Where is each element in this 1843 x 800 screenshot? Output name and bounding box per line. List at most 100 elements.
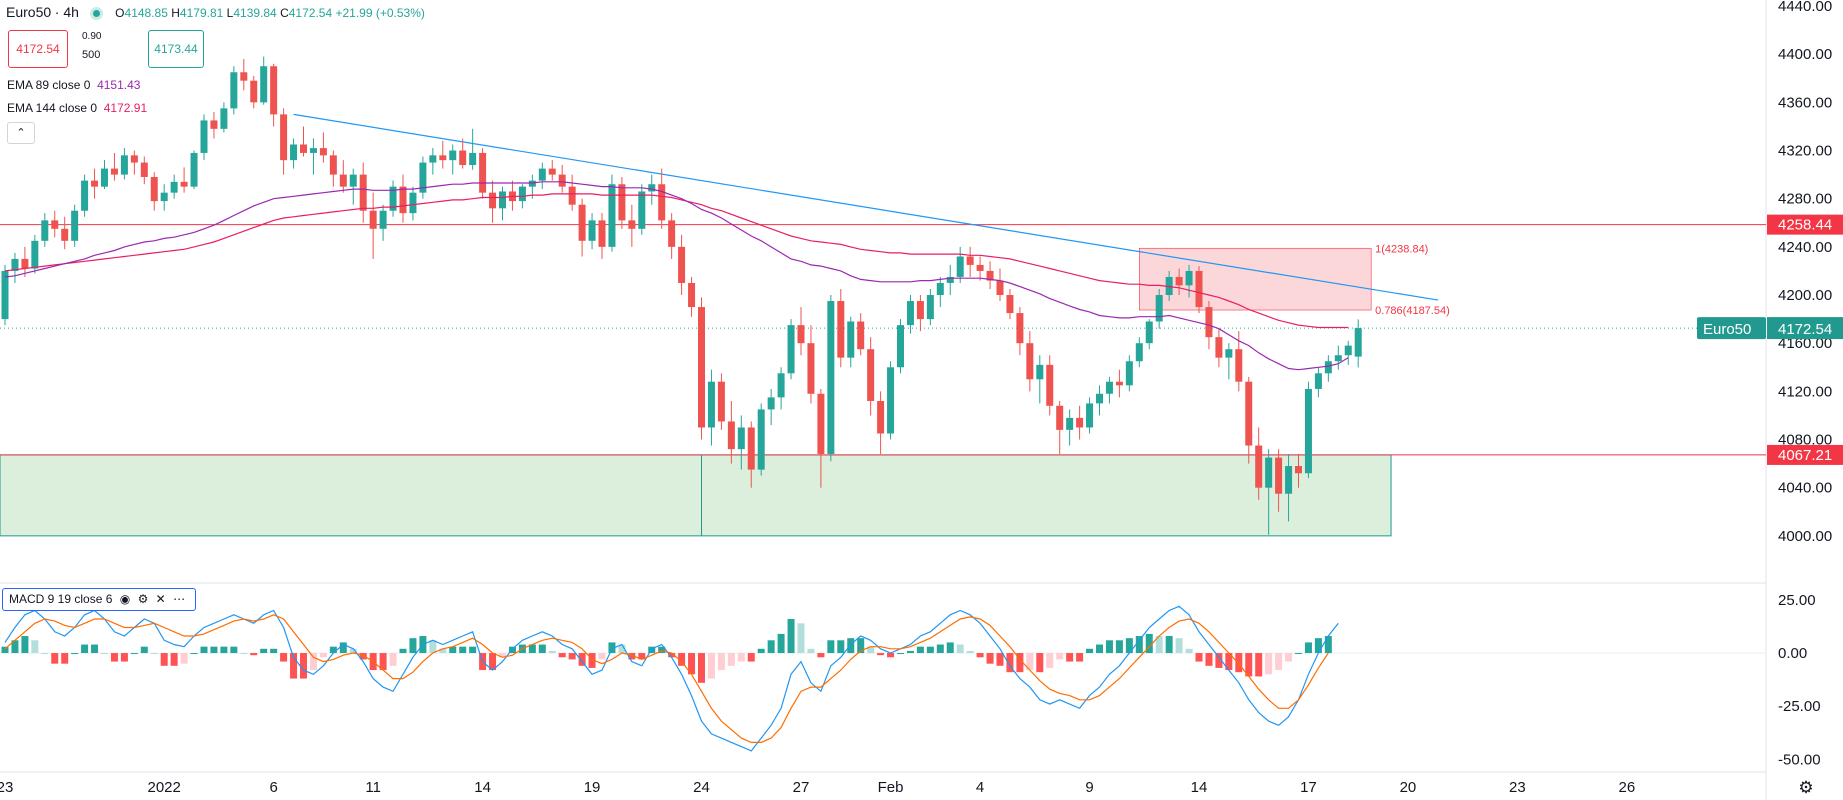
candle[interactable]: [51, 210, 59, 238]
candle[interactable]: [797, 307, 805, 356]
price-tag-1[interactable]: 4067.21: [1778, 447, 1832, 464]
candle[interactable]: [1145, 319, 1153, 350]
candle[interactable]: [568, 174, 576, 211]
candle[interactable]: [1344, 340, 1352, 365]
candle[interactable]: [688, 276, 696, 317]
price-tag-0[interactable]: 4258.44: [1778, 217, 1832, 234]
candle[interactable]: [976, 256, 984, 281]
candle[interactable]: [1125, 355, 1133, 392]
interval-label[interactable]: 4h: [63, 4, 79, 20]
candle[interactable]: [757, 403, 765, 476]
candle[interactable]: [1036, 355, 1044, 404]
macd-pane[interactable]: [0, 605, 1766, 752]
candle[interactable]: [1304, 381, 1312, 479]
candle[interactable]: [280, 108, 288, 175]
candle[interactable]: [717, 373, 725, 430]
candle[interactable]: [1086, 397, 1094, 434]
candle[interactable]: [260, 56, 268, 105]
candle[interactable]: [867, 337, 875, 416]
candle[interactable]: [678, 234, 686, 296]
candle[interactable]: [419, 156, 427, 199]
gear-icon[interactable]: ⚙: [137, 592, 149, 606]
candle[interactable]: [936, 276, 944, 308]
candle[interactable]: [130, 150, 138, 175]
candle[interactable]: [1056, 400, 1064, 454]
candle[interactable]: [1046, 355, 1054, 416]
symbol-price-tag[interactable]: 4172.54: [1778, 321, 1832, 338]
candle[interactable]: [270, 63, 278, 127]
candle[interactable]: [489, 180, 497, 223]
candle[interactable]: [349, 168, 357, 205]
candle[interactable]: [359, 162, 367, 223]
candle[interactable]: [1026, 331, 1034, 392]
candle[interactable]: [1245, 376, 1253, 464]
candle[interactable]: [817, 388, 825, 488]
candle[interactable]: [1016, 307, 1024, 356]
candle[interactable]: [737, 415, 745, 470]
candle[interactable]: [1006, 289, 1014, 320]
candle[interactable]: [81, 174, 89, 217]
candle[interactable]: [240, 59, 248, 91]
candle[interactable]: [857, 313, 865, 356]
candle[interactable]: [538, 162, 546, 190]
trendline[interactable]: [293, 113, 1439, 301]
candle[interactable]: [628, 204, 636, 247]
candle[interactable]: [71, 204, 79, 247]
gear-icon[interactable]: ⚙: [1798, 778, 1813, 797]
candle[interactable]: [160, 184, 168, 211]
candle[interactable]: [767, 388, 775, 426]
ema-144-legend[interactable]: EMA 144 close 0 4172.91: [7, 101, 148, 115]
candle[interactable]: [329, 150, 337, 187]
candle[interactable]: [618, 177, 626, 229]
close-icon[interactable]: ✕: [155, 592, 166, 606]
candle[interactable]: [548, 160, 556, 181]
demand-zone[interactable]: [0, 454, 1392, 537]
candle[interactable]: [379, 204, 387, 241]
candle[interactable]: [827, 295, 835, 462]
candle[interactable]: [508, 180, 516, 211]
candle[interactable]: [1175, 268, 1183, 296]
candle[interactable]: [1115, 369, 1123, 398]
candle[interactable]: [777, 367, 785, 410]
candle[interactable]: [369, 192, 377, 259]
candle[interactable]: [439, 140, 447, 169]
candle[interactable]: [309, 138, 317, 175]
candle[interactable]: [897, 319, 904, 374]
candle[interactable]: [1275, 449, 1283, 512]
candle[interactable]: [1165, 270, 1173, 302]
candle[interactable]: [1155, 289, 1163, 329]
candle[interactable]: [668, 213, 676, 259]
candle[interactable]: [11, 252, 19, 283]
candlestick-series[interactable]: [1, 56, 1362, 535]
more-icon[interactable]: ⋯: [173, 592, 186, 606]
candle[interactable]: [170, 174, 178, 199]
candle[interactable]: [499, 186, 506, 221]
sell-button[interactable]: 4172.54: [8, 30, 68, 68]
candle[interactable]: [558, 164, 566, 193]
candle[interactable]: [926, 289, 934, 326]
price-axis[interactable]: 4440.00 4400.00 4360.00 4320.00 4280.00 4240.…: [1697, 0, 1843, 768]
candle[interactable]: [409, 186, 417, 221]
candle[interactable]: [877, 391, 885, 454]
buy-button[interactable]: 4173.44: [148, 30, 204, 68]
candle[interactable]: [140, 156, 148, 185]
candle[interactable]: [1265, 449, 1273, 535]
candle[interactable]: [916, 295, 924, 332]
ema-89-legend[interactable]: EMA 89 close 0 4151.43: [7, 78, 141, 92]
candle[interactable]: [1334, 345, 1342, 370]
candle[interactable]: [319, 132, 327, 163]
candle[interactable]: [469, 128, 477, 170]
candle[interactable]: [300, 126, 307, 157]
candle[interactable]: [339, 160, 347, 193]
candle[interactable]: [578, 198, 586, 257]
time-axis[interactable]: 23 2022 6 11 14 19 24 27 Feb 4 9 14 17 20 23 26 ⚙: [0, 778, 1814, 797]
eye-icon[interactable]: ◉: [119, 592, 131, 606]
candle[interactable]: [608, 174, 616, 252]
candle[interactable]: [727, 400, 735, 464]
candle[interactable]: [200, 114, 208, 161]
candle[interactable]: [1285, 453, 1293, 522]
candle[interactable]: [150, 172, 158, 211]
candle[interactable]: [1314, 367, 1322, 398]
candle[interactable]: [1185, 264, 1193, 298]
candle[interactable]: [110, 152, 118, 181]
